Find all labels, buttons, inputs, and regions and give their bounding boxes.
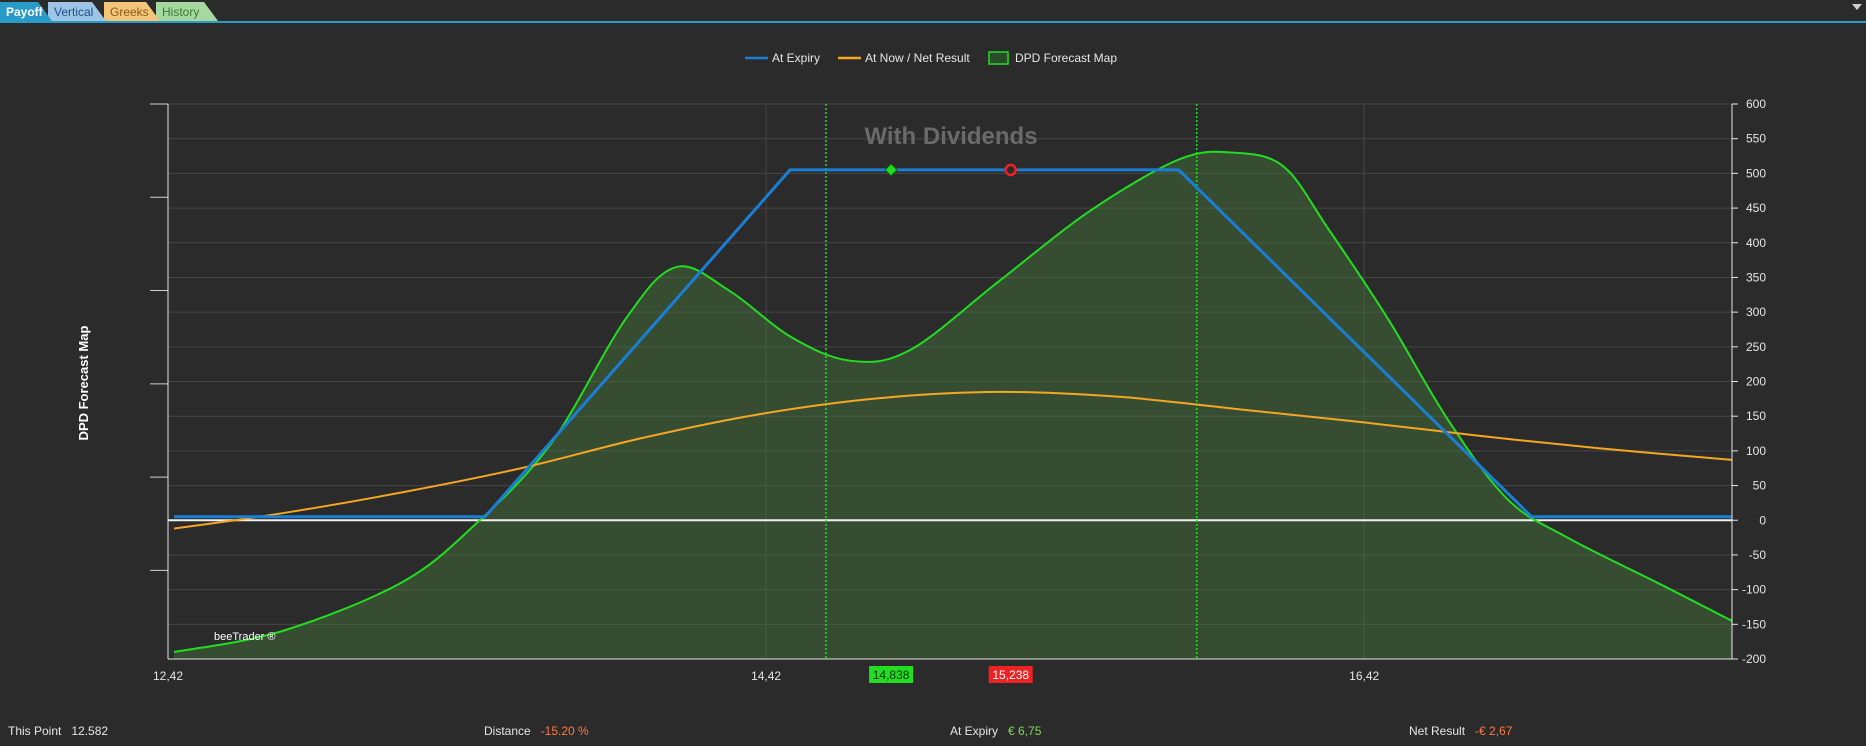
y-tick-label: 0 [1759, 513, 1766, 527]
status-net-result: Net Result -€ 2,67 [1409, 724, 1512, 738]
watermark-text: With Dividends [864, 123, 1037, 150]
dpd-forecast-area [173, 151, 1733, 660]
status-distance: Distance -15.20 % [484, 724, 589, 738]
left-axis-label: DPD Forecast Map [76, 326, 91, 441]
y-tick-label: 400 [1746, 236, 1766, 250]
marker-label: 15,238 [992, 668, 1029, 682]
y-tick-label: 450 [1746, 201, 1766, 215]
brand-label: beeTrader ® [214, 631, 276, 643]
marker-label: 14,838 [873, 668, 910, 682]
y-tick-label: 50 [1753, 479, 1767, 493]
tab-history[interactable]: History [156, 2, 218, 21]
at-expiry-line[interactable] [173, 168, 1732, 519]
status-this-point: This Point 12.582 [8, 724, 108, 738]
legend-label-at-now: At Now / Net Result [865, 51, 970, 65]
legend-swatch-dpd [988, 51, 1009, 65]
y-tick-label: -50 [1749, 548, 1767, 562]
y-tick-label: -100 [1742, 583, 1766, 597]
distance-label: Distance [484, 724, 531, 738]
y-tick-label: 350 [1746, 270, 1766, 284]
net-result-value: -€ 2,67 [1475, 724, 1513, 738]
x-tick-label: 16,42 [1349, 669, 1379, 683]
tab-payoff[interactable]: Payoff [0, 2, 52, 21]
legend-label-at-expiry: At Expiry [772, 51, 820, 65]
y-tick-label: -200 [1742, 652, 1766, 666]
status-bar: This Point 12.582 Distance -15.20 % At Exp… [0, 718, 1866, 746]
at-expiry-label: At Expiry [950, 724, 999, 738]
dpd-forecast-line [173, 150, 1733, 654]
y-tick-label: 100 [1746, 444, 1766, 458]
tab-vertical[interactable]: Vertical [48, 2, 106, 21]
y-tick-label: -150 [1742, 617, 1766, 631]
distance-value: -15.20 % [540, 724, 589, 738]
tab-bar-underline [0, 21, 1866, 23]
y-tick-label: 150 [1746, 409, 1766, 423]
chart-axes: -200 -150 -100 -50 0 50 100 150 200 250 300 350 400 4… [153, 97, 1766, 683]
status-at-expiry: At Expiry € 6,75 [950, 724, 1041, 738]
left-axis-ticks [150, 103, 168, 571]
tab-greeks[interactable]: Greeks [104, 2, 160, 21]
at-expiry-value: € 6,75 [1008, 724, 1042, 738]
marker-label-bg [988, 666, 1033, 683]
tab-bar: Payoff Vertical Greeks History [0, 0, 1866, 23]
x-tick-label: 14,42 [751, 669, 781, 683]
marker-circle[interactable] [1004, 163, 1017, 177]
y-tick-label: 250 [1746, 340, 1766, 354]
net-result-label: Net Result [1409, 724, 1466, 738]
y-tick-label: 300 [1746, 305, 1766, 319]
marker-label-bg [869, 666, 914, 683]
y-tick-label: 600 [1746, 97, 1766, 111]
chart-markers[interactable]: 14,838 15,238 [869, 163, 1033, 683]
this-point-label: This Point [8, 724, 62, 738]
plot-area[interactable] [168, 104, 1733, 660]
payoff-chart[interactable]: At Expiry At Now / Net Result DPD Foreca… [0, 40, 1866, 718]
marker-diamond[interactable] [884, 163, 898, 177]
y-tick-label: 500 [1746, 166, 1766, 180]
x-tick-label: 12,42 [153, 669, 183, 683]
legend-label-dpd: DPD Forecast Map [1015, 51, 1117, 65]
y-tick-label: 550 [1746, 132, 1766, 146]
y-tick-label: 200 [1746, 375, 1766, 389]
at-now-line[interactable] [173, 390, 1733, 530]
chart-legend: At Expiry At Now / Net Result DPD Foreca… [745, 51, 1117, 65]
this-point-value: 12.582 [71, 724, 109, 738]
chevron-down-icon[interactable] [1852, 4, 1862, 10]
